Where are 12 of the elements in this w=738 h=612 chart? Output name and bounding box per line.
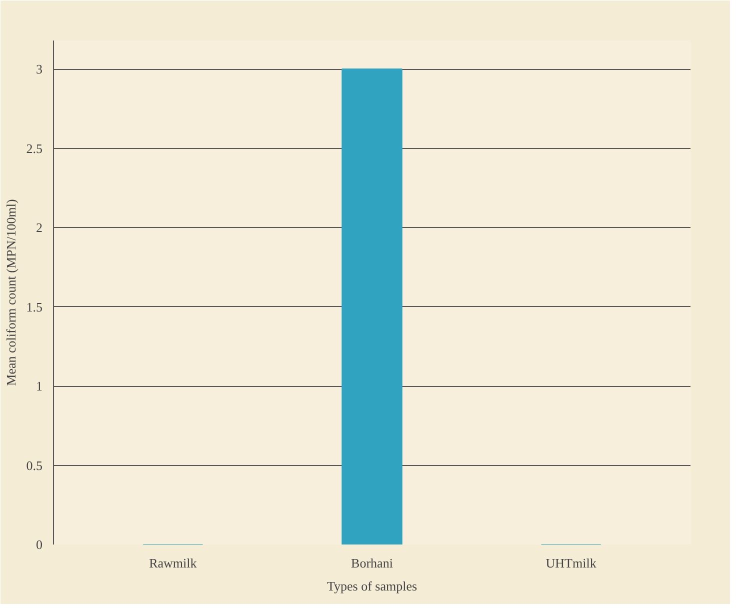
- y-tick-label: 2.5: [26, 140, 42, 156]
- y-tick-label: 0.5: [26, 458, 42, 473]
- y-tick-label: 0: [36, 537, 42, 552]
- y-tick-label: 1: [36, 378, 42, 394]
- x-tick-label: Rawmilk: [149, 556, 198, 570]
- y-tick-label: 1.5: [26, 299, 42, 314]
- y-axis-title: Mean coliform count (MPN/100ml): [3, 199, 18, 386]
- x-tick-label: Borhani: [351, 556, 394, 570]
- y-tick-label: 2: [36, 220, 42, 236]
- x-axis-title: Types of samples: [326, 578, 418, 594]
- y-tick-label: 3: [36, 62, 42, 77]
- x-tick-label: UHTmilk: [546, 556, 597, 570]
